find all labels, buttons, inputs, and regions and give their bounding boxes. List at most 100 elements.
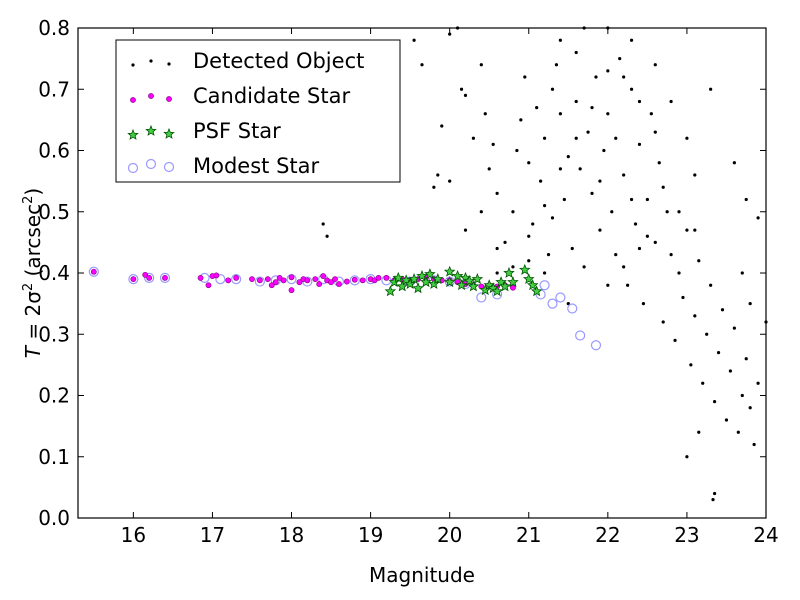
detected-object-point — [558, 167, 562, 171]
plot-points — [88, 26, 768, 502]
psf-star-point — [463, 274, 476, 286]
candidate-star-point — [510, 284, 516, 291]
detected-object-point — [637, 99, 642, 104]
detected-object-point — [693, 228, 697, 232]
candidate-star-point — [233, 274, 240, 281]
candidate-star-point — [205, 282, 212, 289]
detected-object-point — [732, 326, 736, 330]
detected-object-point — [618, 57, 622, 61]
candidate-star-point — [304, 277, 311, 284]
detected-object-point — [633, 222, 638, 226]
detected-object-point — [535, 106, 539, 110]
psf-star-point — [499, 280, 511, 292]
detected-object-point — [711, 498, 715, 502]
detected-object-point — [677, 271, 681, 275]
detected-object-point — [716, 351, 721, 355]
psf-star-point — [519, 263, 531, 275]
candidate-star-point — [383, 274, 390, 281]
candidate-star-point — [264, 276, 271, 283]
detected-object-point — [542, 136, 547, 140]
y-tick-label: 0.4 — [38, 261, 70, 285]
detected-object-point — [546, 253, 551, 257]
detected-object-point — [558, 38, 562, 42]
detected-object-point — [602, 148, 606, 153]
detected-object-point — [752, 442, 756, 447]
psf-star-point — [408, 273, 420, 285]
y-tick-label: 0.7 — [38, 77, 70, 101]
modest-star-point — [547, 298, 558, 309]
detected-object-point — [740, 271, 744, 275]
detected-object-point — [539, 179, 543, 183]
detected-object-point — [685, 455, 689, 459]
candidate-star-point — [249, 276, 255, 283]
x-tick-label: 17 — [200, 523, 225, 547]
candidate-star-point — [375, 274, 382, 281]
y-axis-label: T = 2σ2 (arcsec2) — [21, 188, 45, 358]
detected-object-point — [562, 197, 566, 202]
detected-object-point — [598, 228, 602, 232]
detected-object-point — [669, 253, 673, 257]
detected-object-point — [325, 234, 329, 238]
detected-object-point — [463, 93, 468, 97]
detected-object-point — [527, 161, 531, 165]
candidate-star-point — [90, 268, 97, 275]
x-tick-label: 23 — [674, 523, 699, 547]
candidate-star-point — [328, 279, 334, 286]
detected-object-point — [432, 185, 436, 189]
modest-star-point — [476, 292, 487, 303]
legend-marker-modest — [127, 158, 175, 174]
detected-object-point — [459, 87, 464, 91]
detected-object-point — [542, 271, 547, 275]
modest-star-point — [159, 272, 171, 283]
detected-object-point — [574, 136, 578, 140]
detected-object-point — [685, 228, 689, 232]
detected-object-point — [728, 369, 733, 373]
modest-star-point — [555, 292, 566, 303]
detected-object-point — [756, 216, 760, 220]
x-tick-label: 16 — [121, 523, 146, 547]
detected-object-point — [495, 271, 499, 275]
detected-object-point — [527, 234, 531, 238]
detected-object-point — [685, 136, 689, 140]
detected-object-point — [590, 191, 594, 195]
detected-object-point — [709, 87, 713, 91]
detected-object-point — [614, 253, 618, 257]
detected-object-point — [673, 338, 677, 342]
candidate-star-point — [225, 277, 232, 284]
legend-marker-candidate — [130, 93, 172, 103]
modest-star-point — [144, 272, 155, 283]
detected-object-point — [491, 142, 495, 146]
detected-object-point — [483, 112, 487, 116]
psf-star-point — [491, 285, 503, 297]
detected-object-point — [578, 167, 582, 171]
detected-object-point — [681, 295, 685, 300]
detected-object-point — [622, 173, 626, 177]
candidate-star-point — [268, 282, 275, 289]
candidate-star-point — [312, 276, 319, 283]
legend-label-detected: Detected Object — [193, 49, 364, 73]
detected-object-point — [436, 173, 440, 177]
detected-object-point — [693, 173, 697, 177]
detected-object-point — [756, 381, 760, 385]
detected-object-point — [645, 197, 649, 202]
modest-star-point — [88, 266, 99, 277]
candidate-star-point — [288, 287, 295, 294]
psf-star-point — [530, 285, 543, 297]
x-tick-label: 22 — [595, 523, 620, 547]
psf-star-point — [443, 276, 456, 288]
y-tick-label: 0.8 — [38, 16, 70, 40]
detected-object-point — [705, 332, 709, 336]
detected-object-point — [732, 161, 736, 165]
candidate-star-point — [316, 281, 323, 287]
detected-object-point — [744, 197, 748, 202]
candidate-star-point — [197, 274, 204, 281]
psf-star-point — [396, 280, 409, 292]
detected-object-point — [657, 161, 661, 165]
detected-object-point — [570, 246, 574, 251]
detected-object-point — [511, 210, 515, 214]
psf-star-point — [392, 271, 405, 283]
detected-object-point — [566, 155, 570, 159]
detected-object-point — [448, 179, 452, 183]
candidate-star-point — [343, 278, 350, 285]
